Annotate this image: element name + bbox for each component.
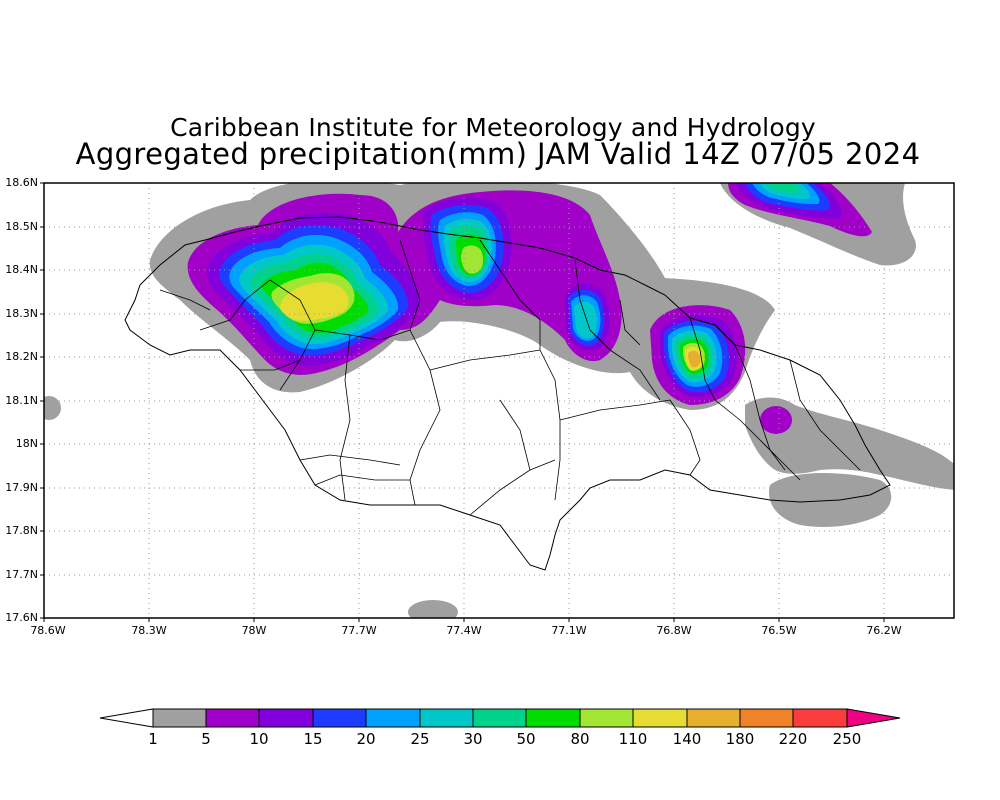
- colorbar-swatch: [632, 708, 688, 728]
- colorbar-swatch: [365, 708, 421, 728]
- lat-label: 18N: [15, 437, 38, 450]
- colorbar-swatch: [525, 708, 581, 728]
- map-plot-area: [40, 182, 955, 622]
- title-product: Aggregated precipitation(mm) JAM Valid 1…: [75, 137, 921, 171]
- colorbar-swatch: [792, 708, 848, 728]
- colorbar-label: 250: [832, 730, 862, 748]
- colorbar-low-arrow: [99, 708, 154, 728]
- colorbar-label: 15: [303, 730, 323, 748]
- grid-lines: [44, 183, 954, 618]
- lon-label: 78W: [241, 624, 267, 637]
- colorbar-swatch: [258, 708, 314, 728]
- lat-label: 18.4N: [5, 263, 38, 276]
- title-institute: Caribbean Institute for Meteorology and …: [170, 113, 816, 142]
- colorbar-label: 5: [201, 730, 211, 748]
- colorbar-label: 80: [570, 730, 590, 748]
- colorbar-swatch: [152, 708, 207, 728]
- lon-label: 77.4W: [446, 624, 482, 637]
- colorbar-high-arrow: [846, 708, 901, 728]
- lon-label: 76.5W: [761, 624, 797, 637]
- lon-label: 76.8W: [656, 624, 692, 637]
- lat-label: 18.6N: [5, 176, 38, 189]
- lat-label: 18.2N: [5, 350, 38, 363]
- lat-label: 18.3N: [5, 307, 38, 320]
- lat-label: 17.8N: [5, 524, 38, 537]
- colorbar-swatch: [472, 708, 527, 728]
- colorbar-label: 20: [356, 730, 376, 748]
- lat-label: 17.9N: [5, 481, 38, 494]
- lat-label: 18.1N: [5, 394, 38, 407]
- colorbar-label: 10: [249, 730, 269, 748]
- lat-label: 17.7N: [5, 568, 38, 581]
- colorbar-label: 180: [725, 730, 755, 748]
- jamaica-coastline: [124, 216, 891, 571]
- lon-label: 76.2W: [866, 624, 902, 637]
- colorbar-label: 30: [463, 730, 483, 748]
- colorbar-swatch: [739, 708, 794, 728]
- precipitation-field: [44, 183, 954, 618]
- colorbar-swatch: [205, 708, 260, 728]
- colorbar-label: 25: [410, 730, 430, 748]
- lat-label: 17.6N: [5, 611, 38, 624]
- colorbar-swatch: [419, 708, 474, 728]
- colorbar-swatch: [686, 708, 741, 728]
- colorbar: [99, 708, 901, 728]
- colorbar-label: 50: [516, 730, 536, 748]
- axis-ticks: [40, 182, 885, 622]
- lon-label: 77.1W: [551, 624, 587, 637]
- lat-label: 18.5N: [5, 220, 38, 233]
- lon-label: 78.3W: [131, 624, 167, 637]
- lon-label: 78.6W: [30, 624, 66, 637]
- colorbar-label: 1: [148, 730, 158, 748]
- colorbar-swatch: [579, 708, 634, 728]
- colorbar-label: 110: [618, 730, 648, 748]
- colorbar-label: 140: [672, 730, 702, 748]
- parish-boundaries: [159, 239, 861, 516]
- colorbar-label: 220: [778, 730, 808, 748]
- lon-label: 77.7W: [341, 624, 377, 637]
- precip-band-140mm: [688, 350, 701, 368]
- colorbar-swatch: [312, 708, 367, 728]
